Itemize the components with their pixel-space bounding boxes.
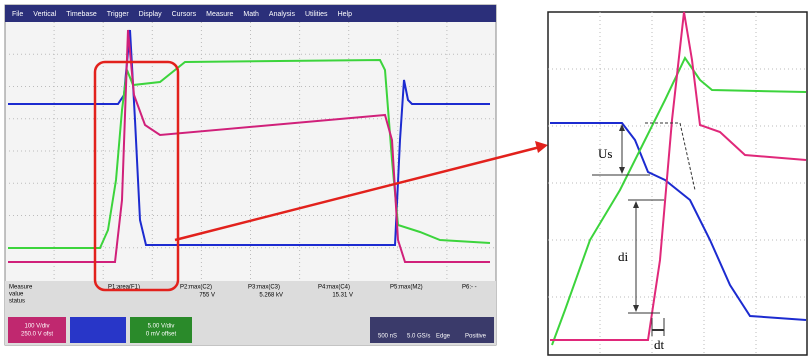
- param-value: 5.268 kV: [259, 293, 283, 299]
- timebase-setting: 5.0 GS/s: [407, 334, 430, 340]
- menu-item[interactable]: Timebase: [66, 11, 97, 18]
- arrow-head: [535, 141, 548, 153]
- measure-label: value: [9, 292, 24, 298]
- timebase-setting: Positive: [465, 334, 487, 340]
- menu-item[interactable]: Cursors: [172, 11, 197, 18]
- param-value: 15.31 V: [332, 293, 353, 299]
- param-name: P3:max(C3): [248, 285, 280, 291]
- menu-item[interactable]: Math: [243, 11, 259, 18]
- channel-setting: 250.0 V ofst: [21, 332, 53, 338]
- param-name: P4:max(C4): [318, 285, 350, 291]
- menu-item[interactable]: Vertical: [33, 11, 56, 18]
- timebase-setting: 500 nS: [378, 334, 397, 340]
- channel-setting: 5.00 V/div: [148, 324, 175, 330]
- annotation: di: [618, 249, 629, 264]
- channel-box[interactable]: [70, 317, 126, 343]
- param-name: P5:max(M2): [390, 285, 423, 291]
- channel-setting: 100 V/div: [24, 324, 49, 330]
- param-value: 755 V: [199, 293, 215, 299]
- param-name: P2:max(C2): [180, 285, 212, 291]
- menu-item[interactable]: Trigger: [107, 11, 130, 18]
- channel-box[interactable]: [130, 317, 192, 343]
- menu-item[interactable]: Measure: [206, 11, 233, 18]
- annotation: dt: [654, 337, 665, 352]
- menu-item[interactable]: Analysis: [269, 11, 296, 18]
- menu-item[interactable]: File: [12, 11, 23, 18]
- channel-setting: 0 mV offset: [146, 332, 177, 338]
- menu-item[interactable]: Help: [338, 11, 353, 18]
- channel-box[interactable]: [8, 317, 66, 343]
- param-name: P6:- -: [462, 285, 477, 291]
- measure-label: status: [9, 299, 25, 305]
- screenshot: File Vertical Timebase Trigger Display Cursor…: [0, 0, 808, 356]
- menu-item[interactable]: Display: [139, 11, 162, 18]
- annotation: Us: [598, 146, 612, 161]
- menu-item[interactable]: Utilities: [305, 11, 328, 18]
- timebase-setting: Edge: [436, 334, 451, 340]
- measure-label: Measure: [9, 285, 33, 291]
